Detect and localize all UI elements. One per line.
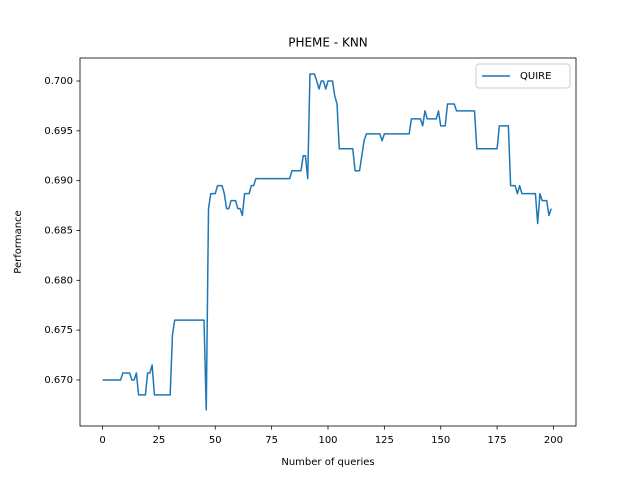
y-tick-label: 0.670 — [44, 375, 73, 386]
y-tick-label: 0.695 — [44, 126, 73, 137]
chart-title: PHEME - KNN — [288, 36, 368, 50]
x-tick-label: 0 — [99, 435, 105, 446]
legend-box — [475, 63, 571, 89]
x-tick-label: 25 — [153, 435, 166, 446]
y-tick-label: 0.680 — [44, 275, 73, 286]
x-axis-label: Number of queries — [281, 457, 374, 468]
y-axis-label: Performance — [13, 210, 24, 273]
x-tick-label: 200 — [544, 435, 563, 446]
y-tick-label: 0.675 — [44, 325, 73, 336]
x-tick-label: 75 — [265, 435, 278, 446]
x-tick-label: 100 — [318, 435, 337, 446]
y-tick-label: 0.685 — [44, 225, 73, 236]
x-tick-label: 125 — [375, 435, 394, 446]
x-tick-label: 50 — [209, 435, 222, 446]
plot-frame — [79, 57, 577, 427]
y-tick-label: 0.700 — [44, 76, 73, 87]
legend-label: QUIRE — [520, 71, 551, 82]
y-tick-label: 0.690 — [44, 176, 73, 187]
x-tick-label: 175 — [488, 435, 507, 446]
x-tick-label: 150 — [431, 435, 450, 446]
data-line — [102, 73, 552, 411]
